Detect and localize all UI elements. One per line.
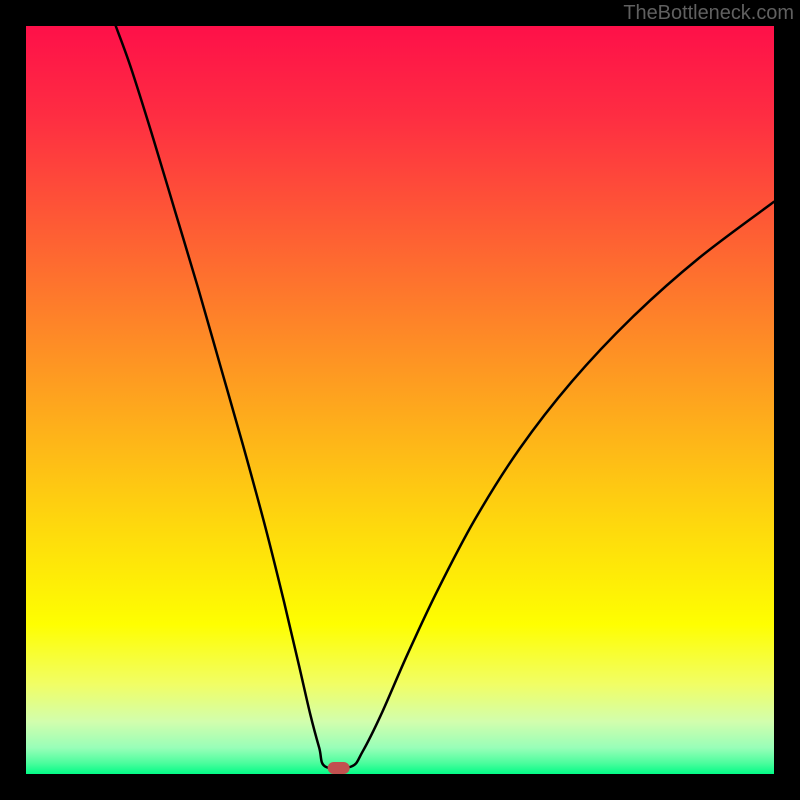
chart-canvas: TheBottleneck.com bbox=[0, 0, 800, 800]
plot-background bbox=[26, 26, 774, 774]
minimum-marker bbox=[328, 762, 350, 774]
bottleneck-v-chart bbox=[0, 0, 800, 800]
